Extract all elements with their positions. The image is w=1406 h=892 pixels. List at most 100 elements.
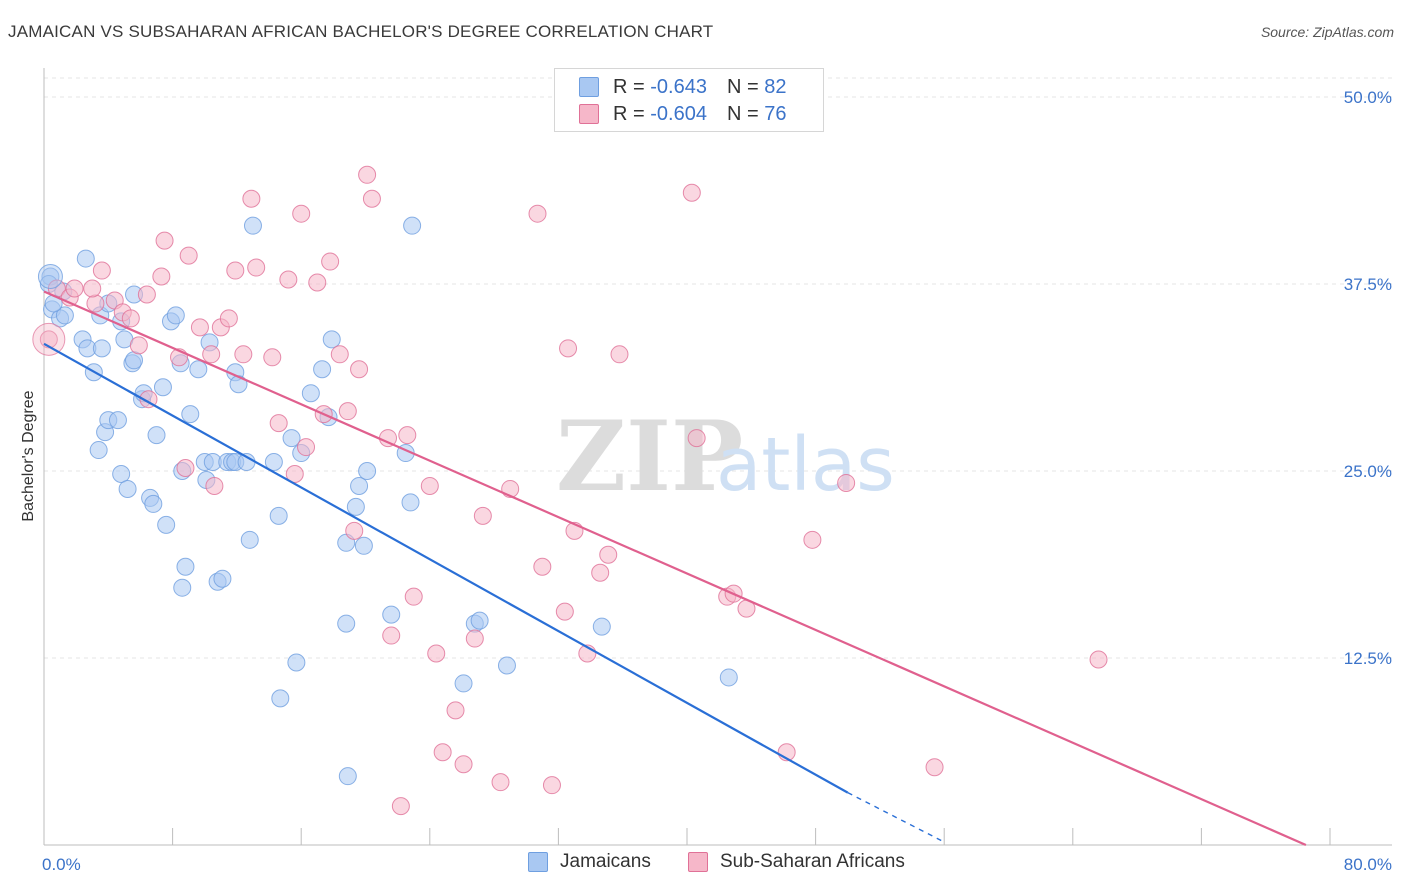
subsaharan-point bbox=[308, 273, 327, 292]
subsaharan-point bbox=[263, 348, 282, 367]
jamaican-point bbox=[76, 249, 95, 268]
jamaican-point bbox=[719, 668, 738, 687]
y-tick-label: 37.5% bbox=[1344, 275, 1392, 294]
subsaharan-point bbox=[152, 267, 171, 286]
subsaharan-point bbox=[465, 629, 484, 648]
subsaharan-point bbox=[176, 459, 195, 478]
subsaharan-point bbox=[925, 758, 944, 777]
x-tick-label: 80.0% bbox=[1344, 855, 1392, 874]
subsaharan-point bbox=[528, 204, 547, 223]
jamaican-point bbox=[337, 614, 356, 633]
subsaharan-point bbox=[155, 231, 174, 250]
series-legend-subsaharan: Sub-Saharan Africans bbox=[688, 851, 905, 873]
subsaharan-point bbox=[219, 309, 238, 328]
watermark: ZIP atlas bbox=[556, 400, 895, 513]
source-label: Source: ZipAtlas.com bbox=[1260, 24, 1394, 40]
subsaharan-point bbox=[92, 261, 111, 280]
jamaican-point bbox=[112, 464, 131, 483]
jamaican-point bbox=[401, 493, 420, 512]
subsaharan-point bbox=[345, 521, 364, 540]
axes bbox=[43, 68, 1392, 846]
jamaican-point bbox=[346, 497, 365, 516]
subsaharan-point bbox=[226, 261, 245, 280]
subsaharan-point bbox=[555, 602, 574, 621]
jamaican-point bbox=[181, 405, 200, 424]
legend-r-label: R = bbox=[613, 102, 645, 125]
chart-title: JAMAICAN VS SUBSAHARAN AFRICAN BACHELOR'… bbox=[8, 22, 714, 41]
subsaharan-point bbox=[279, 270, 298, 289]
legend-n-value: 82 bbox=[764, 75, 787, 98]
subsaharan-point bbox=[330, 345, 349, 364]
subsaharan-point bbox=[179, 246, 198, 265]
jamaican-point bbox=[338, 767, 357, 786]
y-axis-label: Bachelor's Degree bbox=[20, 390, 37, 521]
subsaharan-point bbox=[533, 557, 552, 576]
trend-lines bbox=[43, 290, 1307, 847]
subsaharan-point bbox=[292, 204, 311, 223]
y-tick-label: 12.5% bbox=[1344, 649, 1392, 668]
jamaican-trend-line bbox=[43, 342, 849, 794]
jamaican-point bbox=[382, 605, 401, 624]
jamaican-point bbox=[322, 330, 341, 349]
series-swatch-jamaicans bbox=[528, 852, 548, 872]
subsaharan-point bbox=[837, 473, 856, 492]
subsaharan-point bbox=[382, 626, 401, 645]
legend-r-value: -0.643 bbox=[650, 75, 707, 98]
jamaican-point bbox=[89, 441, 108, 460]
subsaharan-point bbox=[454, 755, 473, 774]
jamaican-point bbox=[497, 656, 516, 675]
jamaican-point bbox=[157, 515, 176, 534]
subsaharan-point bbox=[491, 773, 510, 792]
subsaharan-trend-line bbox=[43, 290, 1307, 847]
subsaharan-point bbox=[234, 345, 253, 364]
legend-swatch-subsaharan bbox=[579, 104, 599, 124]
jamaican-point bbox=[213, 569, 232, 588]
subsaharan-point bbox=[202, 345, 221, 364]
subsaharan-point bbox=[121, 309, 140, 328]
jamaican-point bbox=[592, 617, 611, 636]
data-points bbox=[32, 165, 1108, 816]
jamaican-point bbox=[269, 506, 288, 525]
subsaharan-point bbox=[321, 252, 340, 271]
subsaharan-point bbox=[591, 563, 610, 582]
axis-labels: 12.5% 25.0% 37.5% 50.0% 0.0% 80.0% Bachelor's … bbox=[20, 88, 1392, 874]
jamaican-point bbox=[264, 453, 283, 472]
jamaican-point bbox=[271, 689, 290, 708]
subsaharan-point bbox=[205, 476, 224, 495]
jamaican-point bbox=[37, 264, 63, 290]
subsaharan-point bbox=[1089, 650, 1108, 669]
jamaican-point bbox=[92, 339, 111, 358]
subsaharan-point bbox=[129, 336, 148, 355]
subsaharan-point bbox=[285, 464, 304, 483]
subsaharan-point bbox=[32, 322, 66, 356]
legend-row-subsaharan: R = -0.604 N = 76 bbox=[579, 101, 786, 127]
subsaharan-point bbox=[65, 279, 84, 298]
subsaharan-point bbox=[427, 644, 446, 663]
jamaican-trend-extension bbox=[847, 792, 945, 843]
jamaican-point bbox=[55, 306, 74, 325]
subsaharan-point bbox=[420, 476, 439, 495]
jamaican-point bbox=[125, 351, 144, 370]
grid-lines bbox=[44, 77, 1392, 659]
jamaican-point bbox=[313, 360, 332, 379]
subsaharan-point bbox=[599, 545, 618, 564]
legend-r-value: -0.604 bbox=[650, 102, 707, 125]
legend-n-value: 76 bbox=[764, 102, 787, 125]
legend-n-label: N = bbox=[726, 75, 759, 98]
subsaharan-point bbox=[542, 776, 561, 795]
subsaharan-point bbox=[269, 414, 288, 433]
jamaican-point bbox=[147, 426, 166, 445]
subsaharan-point bbox=[391, 797, 410, 816]
subsaharan-point bbox=[137, 285, 156, 304]
series-legend-jamaicans: Jamaicans bbox=[528, 851, 651, 873]
subsaharan-point bbox=[473, 506, 492, 525]
jamaican-point bbox=[301, 384, 320, 403]
subsaharan-point bbox=[247, 258, 266, 277]
subsaharan-point bbox=[433, 743, 452, 762]
jamaican-point bbox=[350, 476, 369, 495]
subsaharan-point bbox=[687, 429, 706, 448]
subsaharan-point bbox=[446, 701, 465, 720]
x-tick-label: 0.0% bbox=[42, 855, 81, 874]
subsaharan-point bbox=[398, 426, 417, 445]
